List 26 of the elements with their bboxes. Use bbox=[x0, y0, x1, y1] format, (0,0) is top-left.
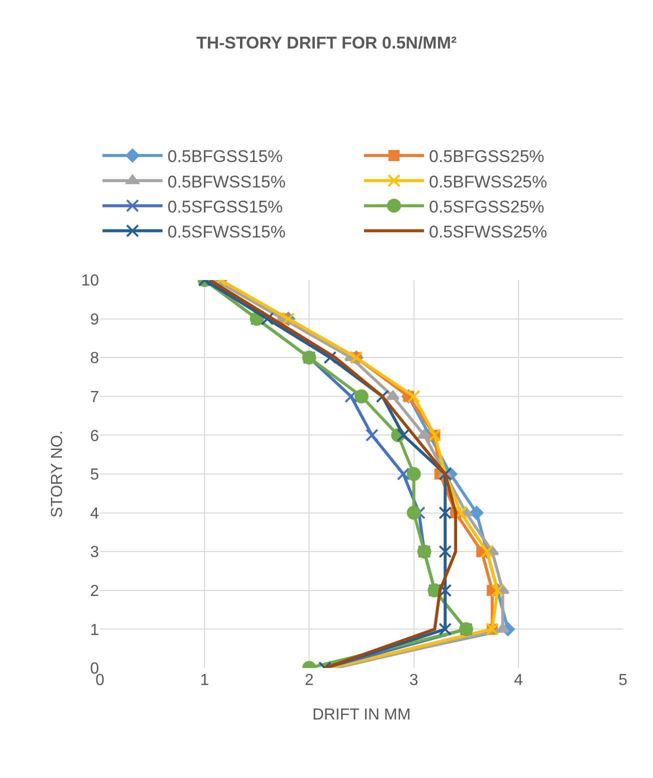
legend-label: 0.5SFGSS25% bbox=[429, 197, 544, 216]
legend-label: 0.5BFWSS15% bbox=[168, 172, 286, 192]
y-tick-label: 3 bbox=[90, 544, 100, 562]
legend-label: 0.5SFWSS15% bbox=[168, 222, 286, 242]
legend-label: 0.5SFWSS25% bbox=[429, 222, 548, 242]
y-tick-label: 2 bbox=[90, 583, 100, 600]
legend-label: 0.5BFWSS25% bbox=[429, 172, 548, 192]
x-tick-label: 5 bbox=[618, 672, 628, 689]
chart-title: TH-STORY DRIFT FOR 0.5N/MM² bbox=[196, 34, 458, 53]
y-tick-label: 9 bbox=[90, 311, 100, 328]
y-axis-title: STORY NO. bbox=[49, 430, 66, 518]
y-tick-label: 5 bbox=[90, 466, 100, 484]
x-tick-label: 3 bbox=[409, 672, 418, 689]
y-tick-label: 7 bbox=[90, 389, 100, 406]
y-tick-label: 8 bbox=[90, 350, 100, 368]
legend-label: 0.5BFGSS25% bbox=[429, 147, 544, 166]
x-tick-label: 2 bbox=[304, 672, 314, 689]
legend-label: 0.5SFGSS15% bbox=[168, 197, 283, 216]
x-axis-title: DRIFT IN MM bbox=[312, 706, 411, 724]
y-tick-label: 4 bbox=[90, 505, 100, 522]
x-tick-label: 1 bbox=[200, 672, 210, 689]
y-tick-label: 1 bbox=[90, 622, 100, 639]
x-tick-label: 4 bbox=[514, 672, 523, 689]
y-tick-label: 10 bbox=[81, 272, 100, 290]
legend-label: 0.5BFGSS15% bbox=[168, 147, 283, 166]
y-tick-label: 6 bbox=[90, 428, 100, 445]
